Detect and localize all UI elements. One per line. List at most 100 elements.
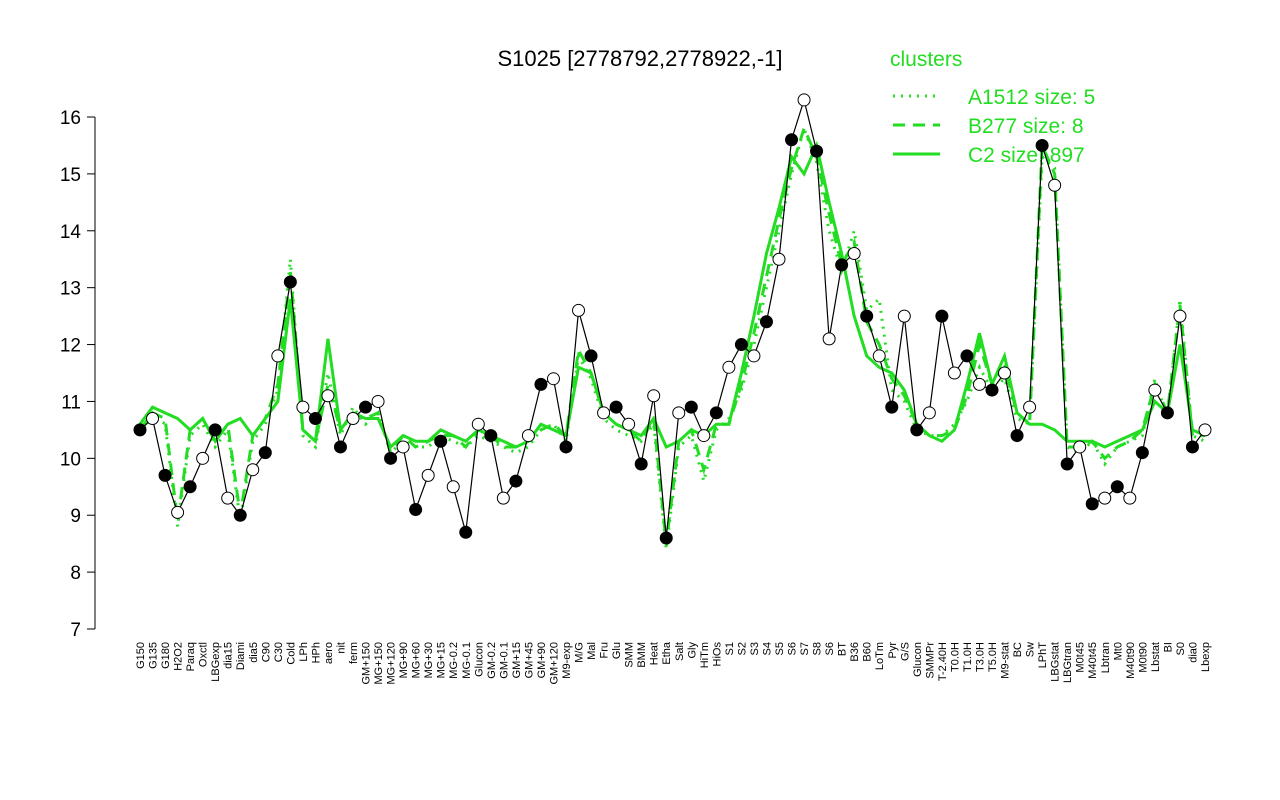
x-tick-label: GM-0.1 bbox=[498, 642, 510, 679]
data-point bbox=[985, 383, 999, 397]
data-point bbox=[647, 389, 661, 403]
x-tick-label: Sw bbox=[1025, 642, 1037, 657]
y-tick-label: 8 bbox=[70, 563, 81, 584]
data-point bbox=[960, 349, 974, 363]
y-tick-label: 15 bbox=[60, 165, 81, 186]
data-point bbox=[1073, 440, 1087, 454]
data-point bbox=[421, 468, 435, 482]
data-point bbox=[747, 349, 761, 363]
x-tick-label: Paraq bbox=[185, 642, 197, 671]
y-tick-label: 11 bbox=[61, 392, 81, 413]
data-point bbox=[283, 275, 297, 289]
data-point bbox=[446, 480, 460, 494]
data-point bbox=[233, 508, 247, 522]
data-point bbox=[409, 503, 423, 517]
data-point bbox=[734, 338, 748, 352]
x-tick-label: S0 bbox=[1175, 642, 1187, 655]
x-tick-label: T-2.40H bbox=[937, 642, 949, 681]
data-point bbox=[171, 505, 185, 519]
data-point bbox=[998, 366, 1012, 380]
data-point bbox=[1010, 429, 1024, 443]
x-tick-label: dia15 bbox=[223, 642, 235, 669]
data-point bbox=[659, 531, 673, 545]
y-tick-label: 13 bbox=[60, 279, 81, 300]
x-tick-label: S6 bbox=[787, 642, 799, 655]
x-tick-label: Heat bbox=[649, 642, 661, 665]
data-point bbox=[459, 525, 473, 539]
data-point bbox=[772, 252, 786, 266]
y-tick-label: 12 bbox=[60, 336, 81, 357]
x-tick-label: GM+150 bbox=[361, 642, 373, 685]
data-point bbox=[972, 377, 986, 391]
x-tick-label: Oxctl bbox=[198, 642, 210, 667]
x-tick-label: LBGstat bbox=[1050, 642, 1062, 682]
x-tick-label: H2O2 bbox=[173, 642, 185, 671]
data-point bbox=[797, 93, 811, 107]
x-tick-label: Mal bbox=[586, 642, 598, 660]
data-point bbox=[622, 417, 636, 431]
data-point bbox=[572, 303, 586, 317]
data-point bbox=[1098, 491, 1112, 505]
x-tick-label: HPh bbox=[310, 642, 322, 663]
x-tick-label: MG+90 bbox=[398, 642, 410, 678]
data-point bbox=[1198, 423, 1212, 437]
x-tick-label: MG+150 bbox=[373, 642, 385, 685]
data-point bbox=[759, 315, 773, 329]
x-tick-label: MG+15 bbox=[436, 642, 448, 678]
x-tick-label: M40t90 bbox=[1125, 642, 1137, 679]
data-point bbox=[722, 360, 736, 374]
data-point bbox=[384, 451, 398, 465]
x-tick-label: G135 bbox=[148, 642, 160, 669]
data-point bbox=[1048, 178, 1062, 192]
data-point bbox=[183, 480, 197, 494]
x-tick-label: Diami bbox=[235, 642, 247, 670]
x-tick-label: S4 bbox=[761, 642, 773, 655]
x-tick-label: HiTm bbox=[699, 642, 711, 668]
y-tick-label: 9 bbox=[70, 506, 81, 527]
x-tick-label: GM+120 bbox=[548, 642, 560, 685]
data-point bbox=[1173, 309, 1187, 323]
x-tick-label: S2 bbox=[736, 642, 748, 655]
x-tick-label: GM+15 bbox=[511, 642, 523, 678]
x-tick-label: T1.0H bbox=[962, 642, 974, 672]
data-point bbox=[897, 309, 911, 323]
x-tick-label: BMM bbox=[636, 642, 648, 668]
data-point bbox=[434, 434, 448, 448]
y-tick-label: 10 bbox=[60, 449, 81, 470]
x-tick-label: nit bbox=[335, 642, 347, 654]
x-tick-label: T3.0H bbox=[974, 642, 986, 672]
data-point bbox=[709, 406, 723, 420]
data-point bbox=[697, 429, 711, 443]
data-point bbox=[860, 309, 874, 323]
x-tick-label: SMM bbox=[624, 642, 636, 668]
x-tick-label: BC bbox=[1012, 642, 1024, 657]
data-point bbox=[496, 491, 510, 505]
x-tick-label: Gly bbox=[686, 642, 698, 659]
data-point bbox=[597, 406, 611, 420]
data-point bbox=[359, 400, 373, 414]
data-point bbox=[1023, 400, 1037, 414]
x-tick-label: T0.0H bbox=[949, 642, 961, 672]
x-tick-label: Cold bbox=[285, 642, 297, 665]
data-point bbox=[371, 394, 385, 408]
data-point bbox=[910, 423, 924, 437]
data-point bbox=[947, 366, 961, 380]
legend-title: clusters bbox=[890, 48, 962, 71]
x-tick-label: M0t45 bbox=[1075, 642, 1087, 673]
data-point bbox=[634, 457, 648, 471]
x-tick-label: G180 bbox=[160, 642, 172, 669]
x-tick-label: S7 bbox=[799, 642, 811, 655]
x-tick-label: Glucon bbox=[912, 642, 924, 677]
data-point bbox=[1185, 440, 1199, 454]
data-point bbox=[835, 258, 849, 272]
data-point bbox=[484, 429, 498, 443]
data-point bbox=[810, 144, 824, 158]
x-tick-label: Pyr bbox=[887, 642, 899, 659]
y-tick-label: 14 bbox=[60, 222, 82, 243]
data-point bbox=[133, 423, 147, 437]
data-point bbox=[1123, 491, 1137, 505]
x-tick-label: SMMPr bbox=[924, 642, 936, 679]
x-tick-label: C90 bbox=[260, 642, 272, 662]
x-tick-label: M9-stat bbox=[1000, 642, 1012, 679]
